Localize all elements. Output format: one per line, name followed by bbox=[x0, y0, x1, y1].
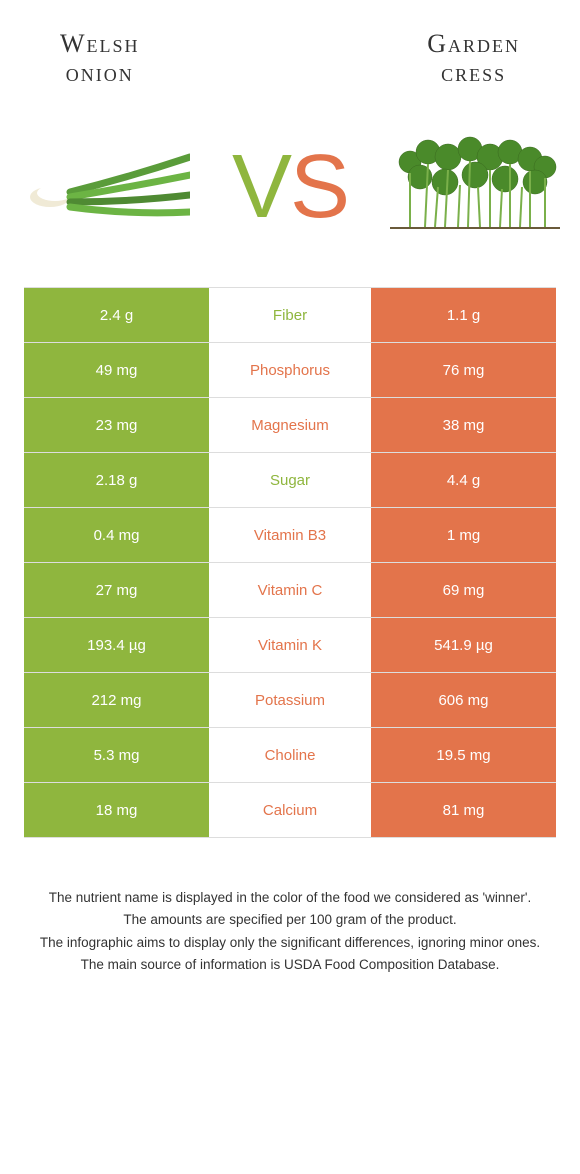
right-value: 19.5 mg bbox=[371, 728, 556, 782]
footer-line-3: The infographic aims to display only the… bbox=[30, 933, 550, 953]
vs-v: V bbox=[232, 137, 290, 237]
right-value: 81 mg bbox=[371, 783, 556, 837]
nutrient-name: Calcium bbox=[209, 783, 371, 837]
right-value: 606 mg bbox=[371, 673, 556, 727]
nutrient-name: Potassium bbox=[209, 673, 371, 727]
nutrient-name: Magnesium bbox=[209, 398, 371, 452]
right-value: 1.1 g bbox=[371, 288, 556, 342]
right-value: 1 mg bbox=[371, 508, 556, 562]
left-value: 2.4 g bbox=[24, 288, 209, 342]
right-title: Garden cress bbox=[427, 30, 520, 87]
table-row: 18 mgCalcium81 mg bbox=[24, 783, 556, 838]
left-value: 18 mg bbox=[24, 783, 209, 837]
table-row: 0.4 mgVitamin B31 mg bbox=[24, 508, 556, 563]
left-value: 212 mg bbox=[24, 673, 209, 727]
left-title: Welsh onion bbox=[60, 30, 140, 87]
nutrient-name: Phosphorus bbox=[209, 343, 371, 397]
table-row: 193.4 µgVitamin K541.9 µg bbox=[24, 618, 556, 673]
footer-line-4: The main source of information is USDA F… bbox=[30, 955, 550, 975]
table-row: 23 mgMagnesium38 mg bbox=[24, 398, 556, 453]
table-row: 212 mgPotassium606 mg bbox=[24, 673, 556, 728]
images-row: VS bbox=[0, 97, 580, 287]
left-value: 23 mg bbox=[24, 398, 209, 452]
right-value: 76 mg bbox=[371, 343, 556, 397]
right-value: 541.9 µg bbox=[371, 618, 556, 672]
welsh-onion-image bbox=[20, 127, 190, 247]
nutrient-name: Vitamin K bbox=[209, 618, 371, 672]
left-value: 5.3 mg bbox=[24, 728, 209, 782]
nutrient-name: Vitamin C bbox=[209, 563, 371, 617]
vs-label: VS bbox=[232, 136, 348, 239]
nutrient-name: Vitamin B3 bbox=[209, 508, 371, 562]
table-row: 2.4 gFiber1.1 g bbox=[24, 288, 556, 343]
left-value: 27 mg bbox=[24, 563, 209, 617]
right-value: 38 mg bbox=[371, 398, 556, 452]
left-value: 0.4 mg bbox=[24, 508, 209, 562]
garden-cress-image bbox=[390, 127, 560, 247]
left-value: 193.4 µg bbox=[24, 618, 209, 672]
footer-notes: The nutrient name is displayed in the co… bbox=[30, 888, 550, 975]
nutrient-name: Fiber bbox=[209, 288, 371, 342]
right-value: 69 mg bbox=[371, 563, 556, 617]
vs-s: S bbox=[290, 137, 348, 237]
nutrient-table: 2.4 gFiber1.1 g49 mgPhosphorus76 mg23 mg… bbox=[24, 287, 556, 838]
nutrient-name: Sugar bbox=[209, 453, 371, 507]
nutrient-name: Choline bbox=[209, 728, 371, 782]
table-row: 27 mgVitamin C69 mg bbox=[24, 563, 556, 618]
table-row: 49 mgPhosphorus76 mg bbox=[24, 343, 556, 398]
left-value: 49 mg bbox=[24, 343, 209, 397]
titles-row: Welsh onion Garden cress bbox=[0, 0, 580, 97]
table-row: 2.18 gSugar4.4 g bbox=[24, 453, 556, 508]
footer-line-2: The amounts are specified per 100 gram o… bbox=[30, 910, 550, 930]
table-row: 5.3 mgCholine19.5 mg bbox=[24, 728, 556, 783]
left-value: 2.18 g bbox=[24, 453, 209, 507]
footer-line-1: The nutrient name is displayed in the co… bbox=[30, 888, 550, 908]
right-value: 4.4 g bbox=[371, 453, 556, 507]
